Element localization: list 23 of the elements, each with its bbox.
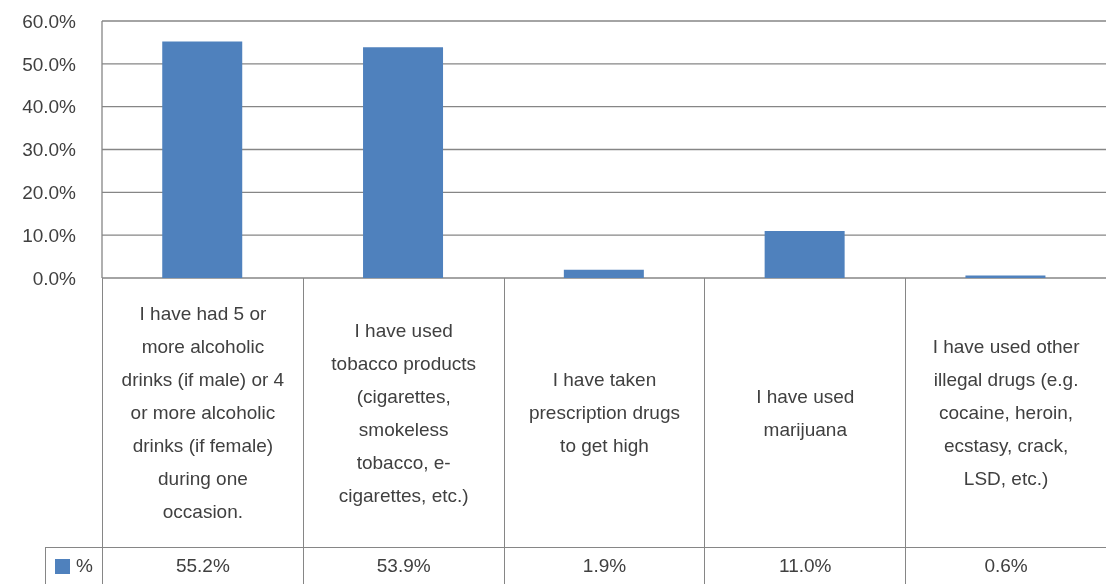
y-tick-label: 10.0% (22, 224, 77, 246)
y-tick-label: 20.0% (22, 182, 77, 204)
legend-label: % (76, 555, 93, 577)
bar (764, 230, 845, 278)
x-tick-label: I have used tobacco products (cigarettes, smokeless tobacco, e-cigarettes, etc.) (330, 318, 478, 508)
y-tick-label: 50.0% (22, 53, 77, 75)
data-label: 0.6% (984, 555, 1028, 577)
bar (965, 275, 1046, 278)
y-tick-label: 30.0% (22, 139, 77, 161)
y-tick-label: 60.0% (22, 10, 77, 32)
data-label: 1.9% (582, 555, 627, 577)
y-tick-label: 40.0% (22, 96, 77, 118)
data-label: 55.2% (175, 555, 230, 577)
bar (563, 269, 644, 278)
data-label: 11.0% (779, 555, 832, 577)
bar (363, 47, 444, 278)
x-tick-label: I have taken prescription drugs to get high (527, 368, 681, 458)
x-tick-label: I have had 5 or more alcoholic drinks (if male) or 4 or more alcoholic drinks (if female) during one occasion. (121, 302, 285, 524)
x-tick-label: I have used marijuana (755, 384, 856, 442)
data-label: 53.9% (376, 555, 431, 577)
x-tick-label: I have used other illegal drugs (e.g. cocaine, heroin, ecstasy, crack, LSD, etc.) (931, 335, 1081, 491)
bar (162, 41, 243, 278)
y-tick-label: 0.0% (32, 267, 77, 289)
